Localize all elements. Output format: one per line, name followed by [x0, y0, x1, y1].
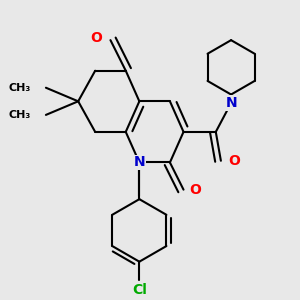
Text: CH₃: CH₃ [8, 83, 31, 93]
Text: O: O [229, 154, 240, 168]
Text: N: N [225, 96, 237, 110]
Text: CH₃: CH₃ [8, 110, 31, 120]
Text: O: O [90, 32, 102, 46]
Text: Cl: Cl [132, 283, 147, 297]
Text: N: N [134, 155, 145, 170]
Text: O: O [190, 183, 201, 197]
